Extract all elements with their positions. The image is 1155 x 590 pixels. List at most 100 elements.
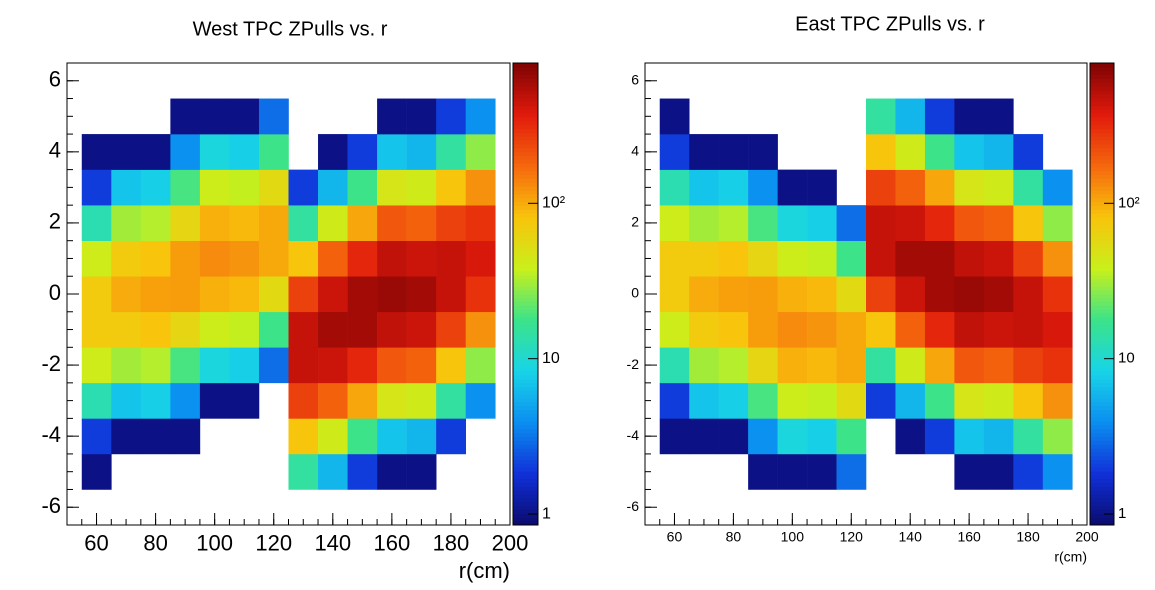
heatmap-cell (229, 169, 260, 206)
colorbar-step (1090, 328, 1114, 333)
colorbar-step (513, 513, 538, 518)
heatmap-cell (807, 240, 837, 277)
y-tick-label: -6 (627, 498, 640, 514)
heatmap-cell (406, 169, 437, 206)
colorbar-step (1090, 132, 1114, 137)
heatmap-cell (924, 418, 955, 455)
colorbar-step (513, 209, 538, 214)
colorbar-step (513, 278, 538, 283)
heatmap-cell (866, 418, 896, 454)
colorbar-step (1090, 351, 1114, 357)
colorbar-step (1090, 128, 1114, 133)
colorbar-step (1090, 270, 1114, 276)
colorbar-step (1090, 451, 1114, 457)
heatmap-cell (983, 134, 1014, 170)
heatmap-cell (170, 382, 201, 419)
colorbar-step (513, 320, 538, 326)
heatmap-cell (895, 382, 926, 419)
colorbar-step (513, 359, 538, 364)
heatmap-cell (718, 382, 749, 419)
heatmap-cell (258, 205, 289, 241)
heatmap-cell (347, 240, 378, 277)
colorbar-step (513, 459, 538, 464)
colorbar-step (1090, 474, 1114, 480)
heatmap-cell (229, 347, 260, 384)
heatmap-cell (777, 311, 808, 348)
colorbar-step (513, 371, 538, 376)
heatmap-cell (1013, 276, 1044, 313)
x-tick-label: 140 (899, 528, 923, 544)
heatmap-cell (777, 240, 808, 277)
colorbar-step (513, 286, 538, 291)
colorbar-step (1090, 417, 1114, 422)
colorbar-step (1090, 236, 1114, 241)
colorbar-step (513, 328, 538, 333)
heatmap-cell (199, 134, 230, 170)
colorbar-step (1090, 278, 1114, 283)
colorbar-step (513, 313, 538, 318)
heatmap-cell (719, 99, 749, 135)
colorbar-step (513, 255, 538, 260)
y-tick-label: 2 (49, 209, 61, 234)
colorbar-step (1090, 286, 1114, 291)
heatmap-cell (807, 134, 837, 170)
heatmap-cell (659, 418, 690, 455)
colorbar-step (513, 517, 538, 522)
colorbar-step (513, 498, 538, 503)
heatmap-cell (866, 382, 896, 419)
colorbar-step (1090, 509, 1114, 514)
y-tick-label: -4 (41, 422, 61, 447)
colorbar-step (1090, 401, 1114, 407)
heatmap-cell (377, 134, 407, 170)
colorbar-step (1090, 89, 1114, 95)
colorbar-step (1090, 282, 1114, 287)
colorbar-step (1090, 397, 1114, 403)
colorbar-step (1090, 436, 1114, 441)
colorbar-step (513, 305, 538, 310)
y-tick-label: 4 (49, 138, 61, 163)
heatmap-cell (718, 276, 749, 313)
colorbar-step (513, 417, 538, 422)
colorbar-step (1090, 190, 1114, 195)
colorbar-step (513, 147, 538, 153)
colorbar-step (1090, 228, 1114, 233)
colorbar-step (513, 116, 538, 122)
heatmap-cell (81, 276, 112, 313)
heatmap-cell (777, 382, 808, 419)
heatmap-cell (81, 205, 112, 241)
heatmap-cell (436, 276, 466, 313)
heatmap-cell (659, 169, 690, 206)
heatmap-cell (170, 205, 201, 241)
heatmap-cell (436, 134, 466, 170)
colorbar-step (1090, 170, 1114, 176)
colorbar-step (1090, 70, 1114, 76)
colorbar-step (1090, 363, 1114, 368)
colorbar-step (513, 228, 538, 233)
heatmap-cell (289, 99, 319, 135)
heatmap-cell (748, 382, 778, 419)
colorbar-step (513, 232, 538, 237)
heatmap-cell (377, 311, 407, 348)
heatmap-cell (983, 453, 1014, 490)
heatmap-cell (689, 169, 719, 206)
heatmap-cell (807, 382, 837, 419)
heatmap-cell (718, 205, 749, 241)
heatmap-cell (406, 382, 437, 419)
colorbar-step (513, 521, 538, 526)
heatmap-cell (777, 276, 808, 313)
x-tick-label: 80 (726, 528, 742, 544)
x-tick-label: 100 (781, 528, 805, 544)
x-tick-label: 80 (143, 531, 167, 556)
heatmap-cell (170, 98, 201, 135)
heatmap-cell (140, 276, 171, 313)
colorbar-step (1090, 182, 1114, 187)
heatmap-cell (689, 311, 719, 348)
colorbar-step (513, 136, 538, 141)
heatmap-cell (836, 418, 867, 455)
heatmap-cell (170, 347, 201, 384)
heatmap-cell (718, 240, 749, 277)
heatmap-cell (111, 276, 142, 313)
heatmap-panel: 60 80 100 120 140 160 180 200 -6 -4 -2 0 2 4 6 East TPC… (627, 13, 1140, 564)
colorbar-step (513, 482, 538, 487)
colorbar-step (1090, 444, 1114, 449)
